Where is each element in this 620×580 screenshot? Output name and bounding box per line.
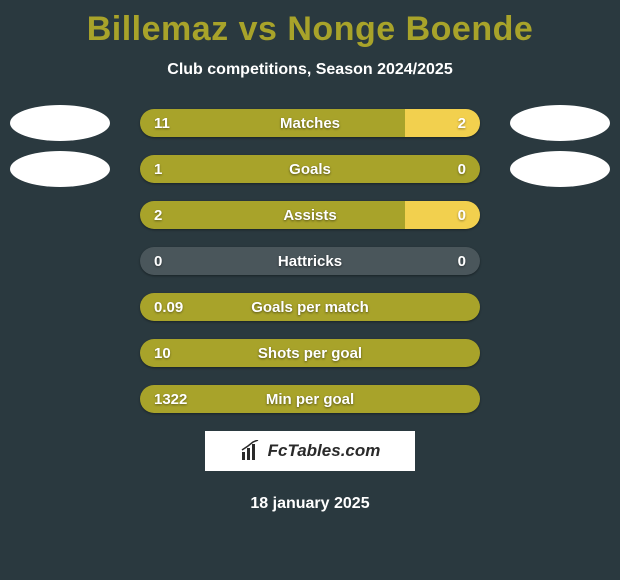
bar-left: 1 xyxy=(140,155,480,183)
avatar-left xyxy=(10,105,110,141)
bar-left: 2 xyxy=(140,201,405,229)
stat-value-left: 0.09 xyxy=(140,299,183,316)
stat-bar: 11 2 xyxy=(140,109,480,137)
bar-neutral: 00 xyxy=(140,247,480,275)
stat-value-right: 0 xyxy=(458,253,480,270)
stats-area: 112Matches10Goals20Assists00Hattricks0.0… xyxy=(0,109,620,413)
stat-row: 00Hattricks xyxy=(0,247,620,275)
bar-left: 1322 xyxy=(140,385,480,413)
stat-row: 112Matches xyxy=(0,109,620,137)
date-label: 18 january 2025 xyxy=(0,495,620,513)
stat-value-left: 0 xyxy=(140,253,162,270)
stat-bar: 1322 xyxy=(140,385,480,413)
stat-bar: 20 xyxy=(140,201,480,229)
stat-value-left: 11 xyxy=(140,115,170,132)
stat-value-left: 1 xyxy=(140,161,162,178)
page-title: Billemaz vs Nonge Boende xyxy=(0,0,620,49)
bar-left: 11 xyxy=(140,109,405,137)
stat-row: 0.09Goals per match xyxy=(0,293,620,321)
avatar-right xyxy=(510,105,610,141)
stat-value-right: 0 xyxy=(458,161,480,178)
stat-row: 10Shots per goal xyxy=(0,339,620,367)
brand-text: FcTables.com xyxy=(268,441,381,461)
stat-value-left: 1322 xyxy=(140,391,187,408)
stat-bar: 0.09 xyxy=(140,293,480,321)
stat-value-left: 2 xyxy=(140,207,162,224)
bar-right: 0 xyxy=(405,201,480,229)
stat-bar: 10 xyxy=(140,339,480,367)
bar-left: 0.09 xyxy=(140,293,480,321)
subtitle: Club competitions, Season 2024/2025 xyxy=(0,61,620,79)
stat-value-right: 0 xyxy=(458,207,480,224)
stat-row: 1322Min per goal xyxy=(0,385,620,413)
stat-value-left: 10 xyxy=(140,345,171,362)
bar-right: 2 xyxy=(405,109,480,137)
bar-left: 10 xyxy=(140,339,480,367)
stat-row: 20Assists xyxy=(0,201,620,229)
avatar-right xyxy=(510,151,610,187)
stat-row: 10Goals xyxy=(0,155,620,183)
chart-icon xyxy=(240,440,262,462)
stat-bar: 00 xyxy=(140,247,480,275)
stat-bar: 10 xyxy=(140,155,480,183)
brand-logo[interactable]: FcTables.com xyxy=(205,431,415,471)
stat-value-right: 2 xyxy=(458,115,480,132)
avatar-left xyxy=(10,151,110,187)
